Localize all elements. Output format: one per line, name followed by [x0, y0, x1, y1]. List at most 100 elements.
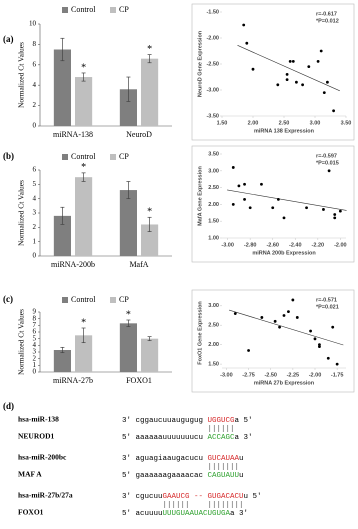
significance-mark: * — [147, 207, 152, 218]
x-tick-label: -2.60 — [266, 242, 279, 248]
point — [322, 208, 325, 211]
y-axis-label: NeuroD Gene Expression — [197, 30, 203, 97]
error-bar — [60, 346, 65, 354]
significance-mark: * — [81, 62, 86, 73]
y-tick-label: 2.50 — [208, 323, 219, 329]
x-tick-label: -2.80 — [244, 242, 257, 248]
x-tick-label: miRNA-138 — [53, 130, 93, 139]
y-tick-label: 3 — [33, 209, 37, 217]
y-tick-label: 2 — [33, 223, 37, 231]
point — [273, 319, 277, 323]
point — [295, 316, 299, 319]
legend-swatch — [110, 154, 116, 160]
y-axis-label: FoxO1 Gene Expression — [197, 301, 203, 365]
sequence-segment: UUUGUAAUACUGUGA — [163, 510, 231, 518]
point — [318, 343, 321, 347]
x-tick-label: 2.00 — [248, 120, 259, 126]
trend-line — [227, 189, 347, 211]
point — [326, 356, 330, 360]
y-tick-label: 1 — [33, 237, 37, 245]
point — [242, 23, 246, 27]
x-tick-label: 1.50 — [217, 120, 228, 126]
y-tick-label: -2.00 — [206, 35, 219, 41]
sequence: 3' cgucuuGAAUCG -- GUGACACUu 5' — [122, 493, 262, 501]
sequence: 5' aaaaaauuuuuuucu ACCAGCa 3' — [122, 434, 253, 442]
error-bar — [147, 336, 152, 342]
point — [338, 209, 342, 213]
legend-label: Control — [71, 152, 96, 161]
legend-label: Control — [71, 5, 96, 14]
y-tick-label: 3 — [33, 348, 37, 356]
point — [278, 325, 281, 329]
bar — [75, 77, 93, 126]
sequence-segment: a 5' — [235, 417, 253, 425]
point — [260, 316, 264, 319]
point — [295, 80, 298, 84]
legend-swatch — [62, 297, 68, 303]
point — [305, 206, 308, 210]
y-axis-label: MafA Gene Expression — [197, 166, 203, 226]
x-tick-label: -3.00 — [220, 372, 233, 378]
sequence: 5' acuuuuUUUGUAAUACUGUGAa 3' — [122, 510, 248, 518]
bar — [141, 58, 159, 126]
bar — [141, 224, 159, 256]
error-bar — [147, 54, 152, 64]
sequence-segment: a 3' — [230, 510, 248, 518]
point — [237, 184, 241, 188]
point — [231, 166, 235, 169]
sequence-segment: u — [239, 472, 244, 480]
sequence-name: hsa-miR-200bc — [18, 453, 67, 462]
panel-label: (b) — [3, 151, 14, 161]
bar — [119, 323, 137, 372]
point — [313, 337, 317, 341]
error-bar — [126, 181, 131, 200]
y-tick-label: 0 — [33, 368, 37, 376]
point — [282, 314, 286, 317]
y-tick-label: 3.00 — [208, 303, 219, 309]
x-tick-label: -2.75 — [242, 372, 255, 378]
significance-mark: * — [81, 317, 86, 328]
point — [282, 216, 286, 220]
annotation: r=-0.617 — [316, 11, 337, 17]
point — [331, 325, 335, 329]
sequence-segment: 3' cggaucuuaugugug — [122, 417, 208, 425]
sequence-name: MAF A — [18, 470, 42, 479]
point — [327, 169, 331, 173]
sequence-name: hsa-miR-138 — [18, 415, 59, 424]
y-axis-label: Normalized Ct Values — [17, 42, 26, 108]
point — [271, 206, 275, 210]
legend-label: CP — [119, 152, 129, 161]
y-tick-label: 3.50 — [208, 151, 219, 157]
point — [332, 109, 335, 113]
y-tick-label: 0 — [33, 252, 37, 260]
y-tick-label: 5 — [33, 180, 37, 188]
x-axis-label: miRNA 200b Expression — [252, 250, 316, 256]
x-tick-label: -2.00 — [334, 242, 347, 248]
x-tick-label: 2.50 — [279, 120, 290, 126]
point — [251, 67, 255, 71]
point — [335, 362, 339, 366]
x-axis-label: miRNA 27b Expression — [254, 380, 315, 386]
sequence: 5' gaaaaaagaaaacac CAGUAUUu — [122, 472, 244, 480]
point — [287, 310, 290, 314]
legend-swatch — [62, 154, 68, 160]
sequence-segment: u — [239, 455, 244, 463]
y-tick-label: 4 — [33, 341, 37, 349]
y-tick-label: 2 — [33, 101, 37, 109]
error-bar — [147, 216, 152, 232]
sequence-segment: a 3' — [235, 434, 253, 442]
x-tick-label: -2.50 — [264, 372, 277, 378]
y-tick-label: 4 — [33, 194, 37, 202]
y-tick-label: -2.50 — [206, 61, 219, 67]
bar — [75, 335, 93, 372]
trend-line — [237, 45, 340, 92]
y-tick-label: 8 — [33, 314, 37, 322]
error-bar — [126, 319, 131, 328]
y-tick-label: -1.50 — [206, 9, 219, 15]
error-bar — [81, 72, 86, 82]
y-tick-label: -3.50 — [206, 113, 219, 119]
y-tick-label: 9 — [33, 308, 37, 316]
point — [285, 78, 289, 81]
sequence-segment: CAGUAUU — [208, 472, 240, 480]
point — [245, 41, 249, 45]
